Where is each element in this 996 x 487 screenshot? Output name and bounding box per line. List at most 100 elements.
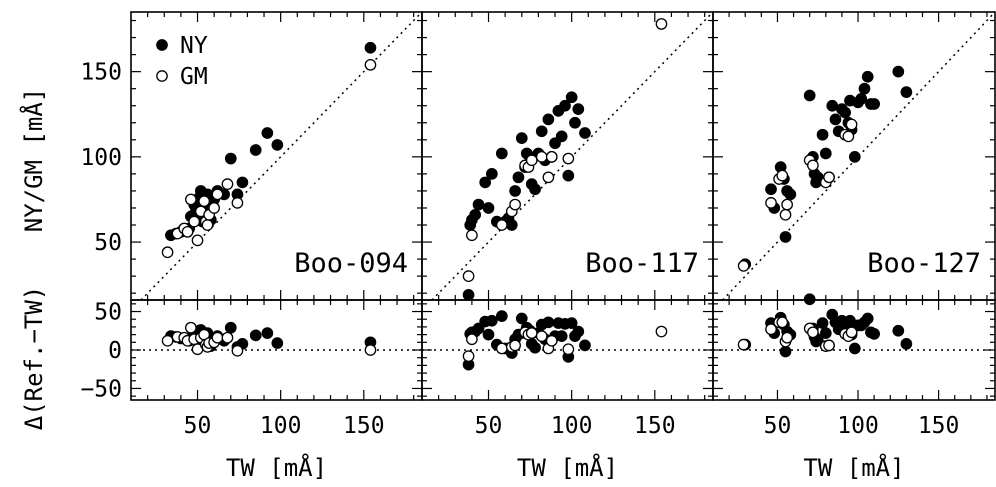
delta-point-gm (185, 321, 197, 334)
data-point-gm (562, 152, 575, 165)
delta-point-ny (542, 316, 555, 329)
data-point-ny (784, 188, 797, 201)
data-point-ny (512, 171, 525, 184)
data-point-ny (261, 127, 274, 139)
delta-point-gm (462, 350, 475, 363)
legend-label-gm: GM (180, 64, 208, 90)
delta-point-ny (249, 329, 262, 342)
data-point-ny (848, 151, 861, 163)
data-point-ny (811, 171, 824, 184)
x-axis-label: TW [mÅ] (517, 453, 618, 482)
delta-point-ny (861, 312, 874, 325)
delta-point-gm (655, 325, 668, 338)
data-point-ny (803, 89, 816, 102)
data-point-ny (569, 116, 581, 129)
data-point-gm (509, 198, 521, 211)
y-tick-label: 100 (80, 145, 122, 171)
delta-point-ny (892, 324, 905, 337)
delta-point-gm (823, 339, 835, 352)
delta-point-gm (211, 331, 224, 344)
data-point-ny (271, 139, 284, 151)
delta-point-gm (509, 339, 521, 352)
data-point-ny (249, 144, 262, 156)
data-point-ny (562, 169, 575, 182)
delta-point-gm (807, 326, 819, 339)
data-point-gm (231, 197, 244, 209)
data-point-ny (482, 202, 495, 214)
data-point-ny (542, 113, 555, 126)
data-point-ny (462, 289, 475, 301)
delta-point-ny (485, 314, 498, 327)
data-point-gm (823, 171, 835, 184)
data-point-gm (776, 169, 789, 182)
x-axis-label: TW [mÅ] (226, 453, 327, 482)
data-point-gm (545, 151, 558, 163)
panel-1: 50 100 150 TW [mÅ] 50 100 150 −50 0 50 Boo-094 (80, 11, 423, 482)
delta-point-ny (529, 341, 541, 354)
legend: NY GM (156, 33, 208, 90)
delta-point-gm (525, 327, 538, 339)
data-point-gm (188, 215, 201, 228)
y-tick-label: −50 (80, 376, 122, 402)
one-to-one-line (140, 11, 423, 301)
data-point-ny (559, 99, 571, 112)
data-point-ny (529, 183, 541, 196)
panel-label: Boo-094 (294, 248, 408, 279)
panel-label: Boo-117 (585, 248, 699, 279)
data-point-gm (495, 219, 508, 231)
data-point-gm (185, 193, 197, 206)
delta-point-ny (848, 342, 861, 355)
data-point-gm (737, 260, 750, 272)
data-point-gm (211, 188, 224, 201)
data-point-ny (469, 208, 482, 221)
data-point-gm (201, 219, 214, 231)
data-point-ny (495, 147, 508, 160)
data-point-gm (466, 229, 478, 242)
data-point-ny (479, 176, 492, 189)
data-point-gm (525, 154, 538, 167)
delta-point-gm (765, 323, 777, 336)
x-tick-label: 150 (343, 413, 385, 439)
x-tick-label: 50 (764, 413, 792, 439)
delta-point-gm (781, 331, 793, 344)
x-tick-label: 50 (184, 413, 212, 439)
data-point-gm (198, 195, 211, 208)
data-point-gm (462, 270, 475, 282)
delta-point-ny (271, 337, 284, 349)
data-point-ny (565, 91, 578, 104)
data-point-gm (781, 198, 793, 211)
y-axis-label-top: NY/GM [mÅ] (19, 88, 48, 233)
data-point-ny (579, 127, 591, 139)
delta-point-gm (466, 333, 478, 346)
delta-point-gm (562, 343, 575, 356)
data-point-ny (485, 168, 498, 180)
data-point-ny (779, 231, 792, 243)
delta-point-gm (845, 326, 858, 339)
data-point-ny (868, 98, 880, 110)
delta-point-gm (495, 342, 508, 355)
delta-point-gm (231, 344, 244, 357)
delta-point-gm (221, 331, 234, 344)
delta-point-ny (816, 317, 829, 329)
data-point-ny (900, 86, 913, 98)
one-to-one-line (431, 11, 714, 301)
data-point-gm (845, 118, 858, 131)
data-point-ny (816, 128, 829, 141)
y-tick-label: 0 (108, 338, 122, 364)
x-axis-label: TW [mÅ] (803, 453, 904, 482)
delta-point-gm (364, 344, 377, 356)
x-tick-label: 100 (551, 413, 593, 439)
legend-marker-gm (156, 70, 168, 82)
data-point-ny (839, 106, 851, 119)
delta-point-ny (224, 321, 237, 334)
delta-point-gm (776, 316, 789, 329)
data-point-ny (364, 41, 377, 54)
delta-point-gm (161, 334, 174, 347)
data-point-ny (765, 183, 777, 196)
x-tick-label: 150 (918, 413, 960, 439)
panels-layer: 50 100 150 TW [mÅ] 50 100 150 −50 0 50 Boo-094 50 10… (80, 11, 996, 482)
data-point-gm (221, 178, 234, 190)
data-point-gm (542, 171, 555, 184)
data-point-gm (807, 159, 819, 172)
delta-point-ny (495, 310, 508, 323)
